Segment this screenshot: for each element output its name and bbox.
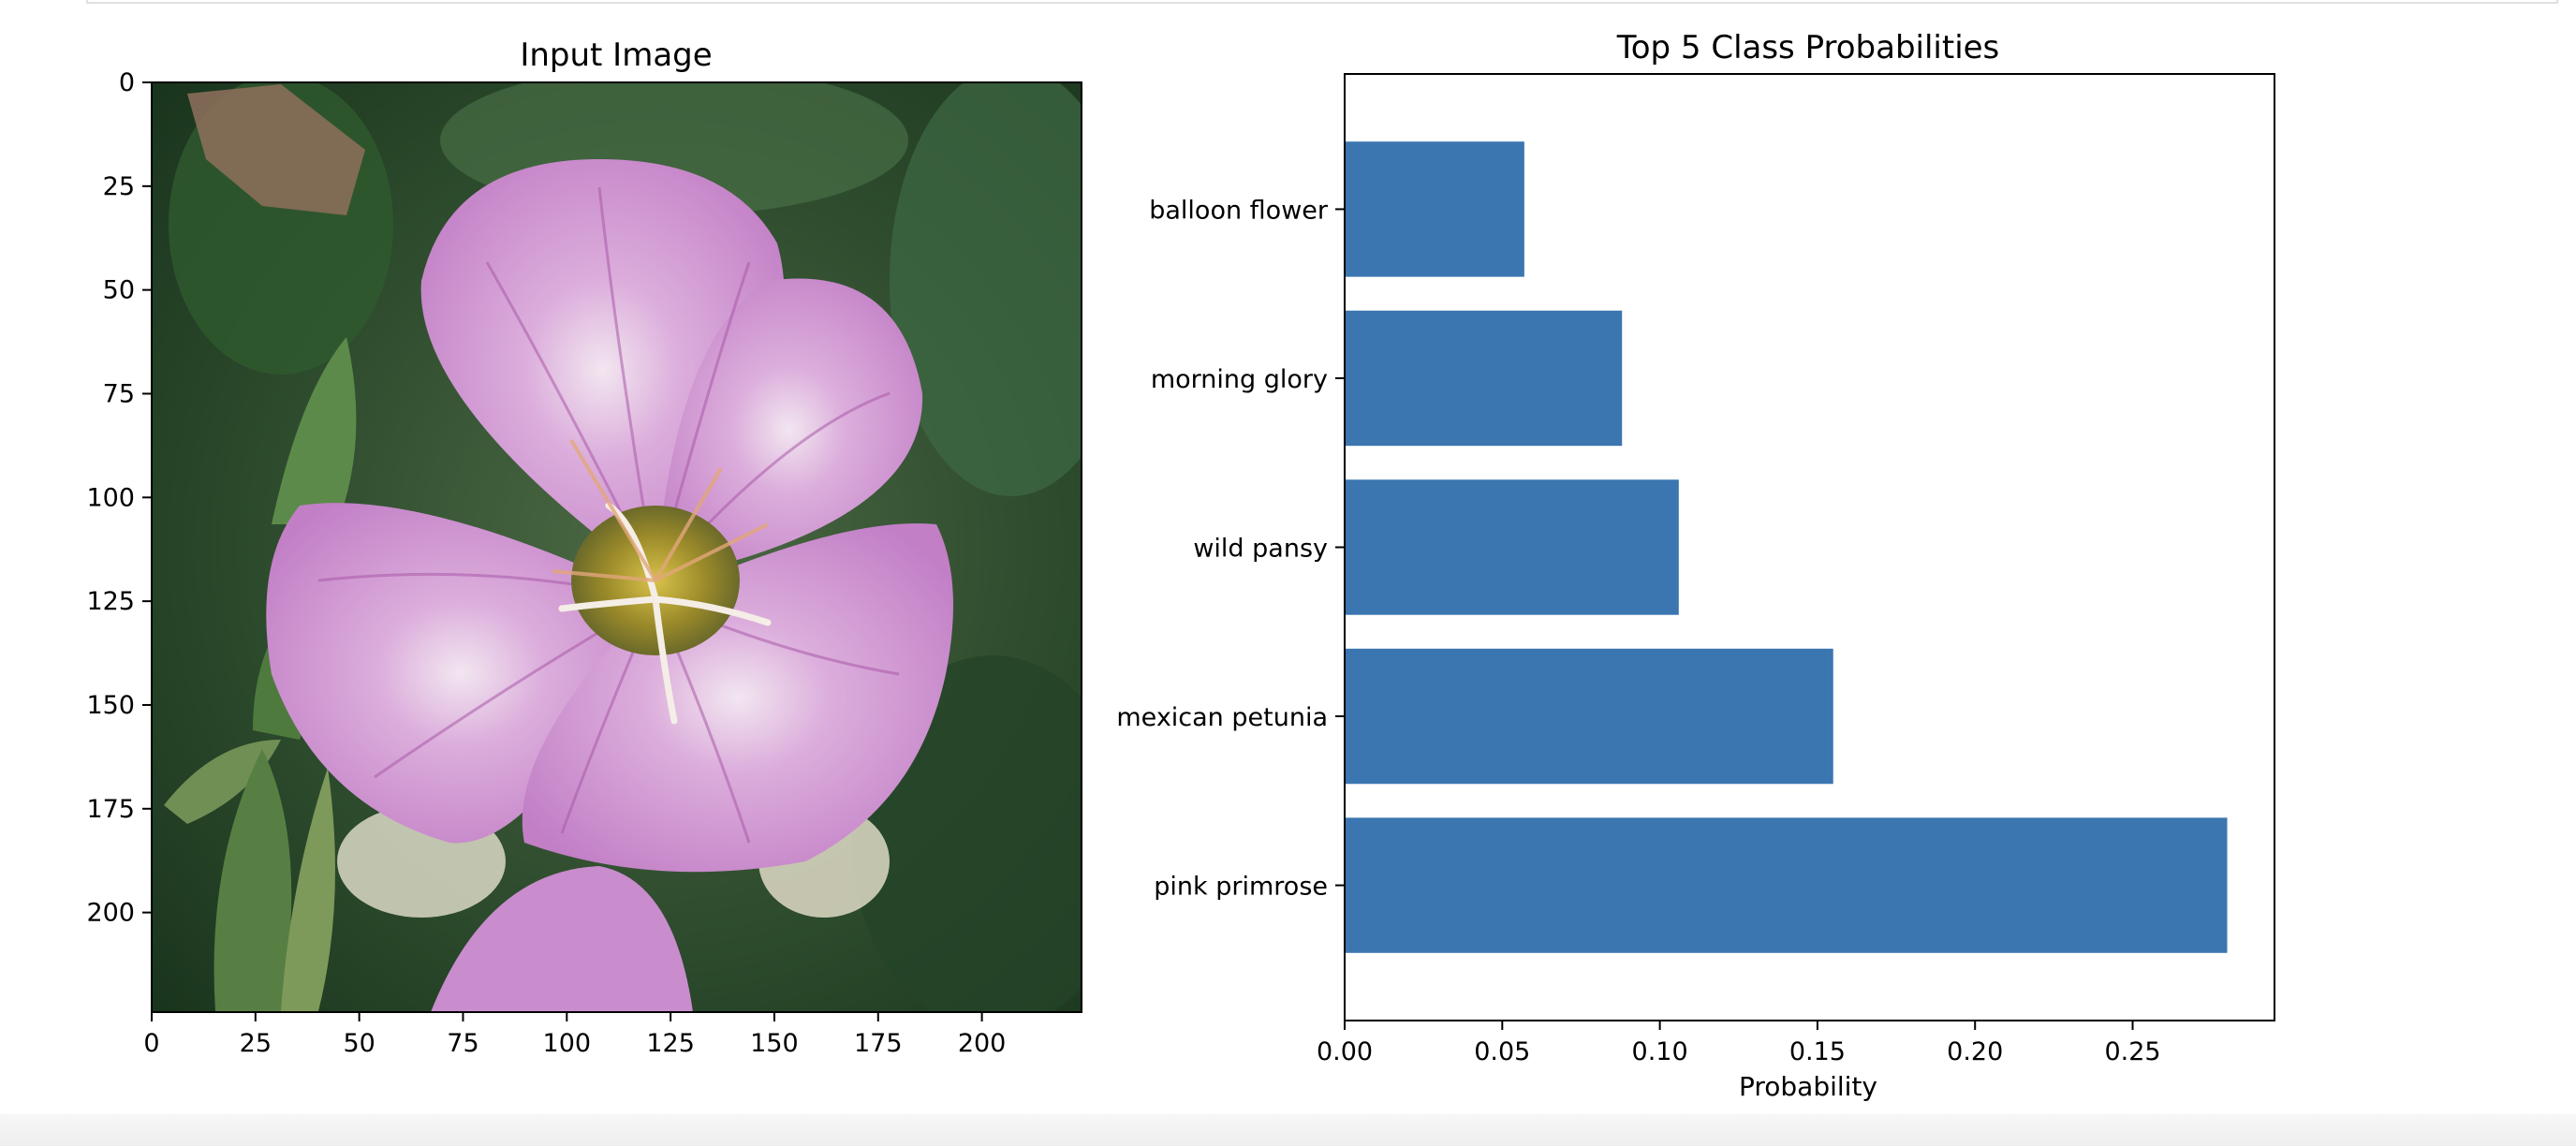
image-x-tick-label: 0	[143, 1029, 159, 1058]
image-y-tick-label: 200	[86, 899, 135, 928]
figure: Input Image	[86, 29, 2275, 1102]
bar-x-ticks: 0.00 0.05 0.10 0.15 0.20 0.25	[1317, 1021, 2161, 1066]
image-y-tick-label: 75	[103, 379, 135, 408]
input-image-title: Input Image	[520, 37, 712, 74]
bar-x-tick-label: 0.00	[1317, 1037, 1373, 1066]
bar-x-tick-label: 0.05	[1474, 1037, 1530, 1066]
notebook-cell-border	[86, 0, 2558, 4]
flower-image	[152, 82, 1082, 1012]
image-x-tick-label: 75	[447, 1029, 478, 1058]
image-y-tick-label: 125	[86, 587, 135, 616]
bar-category-label: wild pansy	[1193, 535, 1328, 564]
bar	[1345, 648, 1833, 785]
bar	[1345, 310, 1623, 447]
probability-bar-axes: Top 5 Class Probabilities pink primrose m…	[1116, 29, 2275, 1102]
image-y-tick-label: 175	[86, 795, 135, 824]
image-y-ticks: 0 25 50 75 100 125 150 175 200	[86, 68, 152, 928]
bar	[1345, 141, 1524, 277]
bar-category-label: morning glory	[1151, 365, 1328, 394]
bar-x-axis-label: Probability	[1739, 1071, 1877, 1102]
bar-x-tick-label: 0.25	[2104, 1037, 2160, 1066]
bar-chart-title: Top 5 Class Probabilities	[1616, 29, 2000, 66]
image-x-tick-label: 150	[750, 1029, 799, 1058]
image-x-tick-label: 175	[854, 1029, 903, 1058]
bar-x-tick-label: 0.15	[1789, 1037, 1846, 1066]
bars	[1345, 141, 2228, 953]
image-y-tick-label: 100	[86, 483, 135, 512]
bar-x-tick-label: 0.10	[1632, 1037, 1688, 1066]
bar-category-ticks: pink primrose mexican petunia wild pansy mo…	[1116, 196, 1345, 902]
bar-category-label: balloon flower	[1149, 196, 1329, 225]
image-x-tick-label: 100	[543, 1029, 592, 1058]
image-y-tick-label: 25	[103, 172, 135, 201]
notebook-footer-strip	[0, 1114, 2576, 1146]
bar-category-label: mexican petunia	[1116, 703, 1328, 732]
image-x-tick-label: 200	[958, 1029, 1007, 1058]
input-image-axes: Input Image	[86, 37, 1082, 1058]
bar-category-label: pink primrose	[1154, 873, 1328, 902]
image-y-tick-label: 50	[103, 276, 135, 305]
bar	[1345, 817, 2228, 953]
image-x-tick-label: 25	[240, 1029, 272, 1058]
image-x-ticks: 0 25 50 75 100 125 150 175 200	[143, 1012, 1006, 1058]
image-y-tick-label: 150	[86, 691, 135, 720]
image-frame	[151, 81, 1082, 1013]
bar-x-tick-label: 0.20	[1947, 1037, 2003, 1066]
image-x-tick-label: 125	[646, 1029, 695, 1058]
bar	[1345, 479, 1679, 615]
image-x-tick-label: 50	[343, 1029, 375, 1058]
image-y-tick-label: 0	[119, 68, 135, 97]
